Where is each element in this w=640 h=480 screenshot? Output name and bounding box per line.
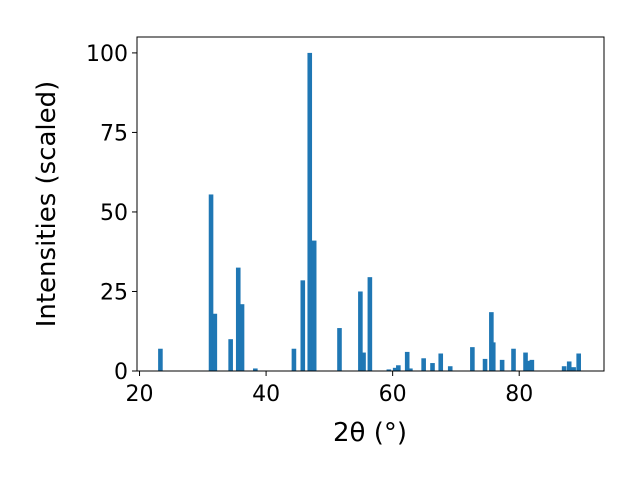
bar-8 (300, 280, 306, 371)
bar-23 (447, 366, 453, 371)
y-tick-label: 25 (100, 280, 128, 305)
bar-30 (523, 352, 528, 371)
bar-33 (561, 366, 567, 371)
y-axis-ticks: 0 25 50 75 100 (86, 42, 137, 385)
bar-17 (396, 365, 401, 371)
bar-1 (208, 194, 214, 371)
bar-21 (430, 363, 435, 371)
bar-12 (358, 291, 363, 371)
bar-28 (499, 359, 505, 371)
bar-15 (386, 369, 392, 371)
bar-27 (490, 342, 496, 371)
bar-32 (529, 359, 535, 371)
y-tick-label: 100 (86, 42, 128, 67)
bar-34 (566, 361, 572, 371)
bar-11 (337, 328, 342, 371)
bar-29 (511, 348, 516, 371)
bar-19 (408, 368, 413, 371)
bar-18 (404, 351, 410, 371)
bar-31 (526, 360, 531, 371)
bar-13 (361, 352, 366, 371)
bar-35 (571, 367, 576, 371)
bar-7 (291, 348, 297, 371)
x-tick-label: 60 (379, 382, 407, 407)
bar-0 (158, 348, 163, 371)
y-tick-label: 50 (100, 201, 128, 226)
bar-36 (576, 353, 581, 371)
bar-10 (311, 240, 317, 371)
bar-3 (228, 339, 233, 371)
bar-26 (489, 312, 494, 371)
x-tick-label: 80 (505, 382, 533, 407)
plot-area-frame (136, 36, 605, 372)
x-tick-label: 20 (126, 382, 154, 407)
bar-6 (253, 368, 258, 371)
x-axis-ticks: 20 40 60 80 (126, 371, 533, 407)
bar-22 (438, 353, 444, 371)
y-axis-label: Intensities (scaled) (32, 81, 62, 328)
bar-25 (482, 358, 488, 371)
bar-5 (239, 304, 245, 371)
bar-24 (470, 347, 475, 371)
bar-2 (212, 313, 218, 371)
y-tick-label: 75 (100, 121, 128, 146)
bar-20 (421, 358, 426, 371)
bar-4 (235, 267, 241, 371)
bar-series (158, 52, 581, 372)
y-tick-label: 0 (114, 360, 128, 385)
bar-16 (392, 367, 398, 371)
bar-9 (307, 52, 313, 372)
x-axis-label: 2θ (°) (333, 418, 407, 448)
bar-14 (367, 277, 373, 371)
x-tick-label: 40 (252, 382, 280, 407)
